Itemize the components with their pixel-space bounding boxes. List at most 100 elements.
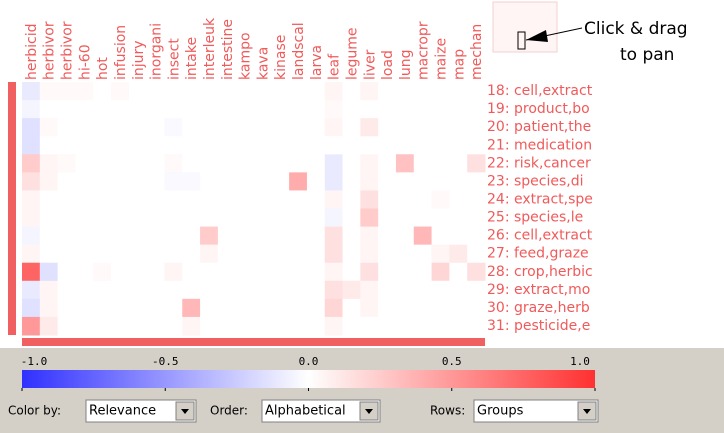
heatmap-cell[interactable]: [271, 316, 290, 336]
heatmap-cell[interactable]: [164, 82, 183, 101]
heatmap-cell[interactable]: [449, 100, 468, 119]
heatmap-cell[interactable]: [93, 244, 112, 264]
heatmap-cell[interactable]: [39, 208, 59, 228]
heatmap-cell[interactable]: [378, 154, 397, 173]
heatmap-cell[interactable]: [200, 100, 219, 119]
heatmap-cell[interactable]: [449, 82, 468, 101]
heatmap-cell[interactable]: [431, 208, 450, 228]
heatmap-cell[interactable]: [306, 154, 326, 173]
heatmap-cell[interactable]: [235, 280, 254, 300]
heatmap-cell[interactable]: [449, 190, 468, 209]
heatmap-cell[interactable]: [360, 280, 379, 300]
heatmap-cell[interactable]: [289, 82, 308, 101]
row-label[interactable]: 19: product,bo: [487, 101, 590, 117]
heatmap-cell[interactable]: [395, 316, 415, 336]
heatmap-cell[interactable]: [235, 190, 254, 209]
heatmap-cell[interactable]: [57, 262, 76, 282]
column-label[interactable]: kampo: [238, 32, 254, 80]
heatmap-cell[interactable]: [431, 244, 450, 264]
heatmap-cell[interactable]: [431, 316, 450, 336]
heatmap-cell[interactable]: [467, 154, 486, 173]
heatmap-cell[interactable]: [39, 280, 59, 300]
column-label[interactable]: liver: [362, 49, 378, 80]
heatmap-cell[interactable]: [111, 208, 130, 228]
heatmap-cell[interactable]: [360, 262, 379, 282]
heatmap-cell[interactable]: [39, 190, 59, 209]
column-label[interactable]: herbivor: [42, 21, 58, 80]
heatmap-cell[interactable]: [413, 136, 433, 155]
heatmap-cell[interactable]: [164, 136, 183, 155]
heatmap-cell[interactable]: [235, 136, 254, 155]
heatmap-cell[interactable]: [449, 262, 468, 282]
heatmap-cell[interactable]: [22, 100, 41, 119]
heatmap-cell[interactable]: [395, 172, 415, 191]
heatmap-cell[interactable]: [324, 208, 344, 228]
heatmap-cell[interactable]: [467, 82, 486, 101]
heatmap-cell[interactable]: [93, 280, 112, 300]
heatmap-cell[interactable]: [395, 154, 415, 173]
heatmap-cell[interactable]: [467, 262, 486, 282]
heatmap-cell[interactable]: [360, 244, 379, 264]
select-box[interactable]: [85, 399, 197, 423]
heatmap-cell[interactable]: [413, 226, 433, 246]
heatmap-cell[interactable]: [39, 82, 59, 101]
heatmap-cell[interactable]: [128, 100, 148, 119]
heatmap-cell[interactable]: [111, 316, 130, 336]
heatmap-cell[interactable]: [128, 298, 148, 318]
heatmap-cell[interactable]: [22, 172, 41, 191]
heatmap-cell[interactable]: [39, 298, 59, 318]
heatmap-cell[interactable]: [431, 262, 450, 282]
heatmap-cell[interactable]: [111, 280, 130, 300]
heatmap-cell[interactable]: [378, 316, 397, 336]
heatmap-cell[interactable]: [449, 208, 468, 228]
row-label[interactable]: 30: graze,herb: [487, 300, 590, 316]
heatmap-cell[interactable]: [128, 82, 148, 101]
heatmap-cell[interactable]: [413, 100, 433, 119]
heatmap-cell[interactable]: [200, 154, 219, 173]
heatmap-cell[interactable]: [39, 100, 59, 119]
heatmap-cell[interactable]: [360, 82, 379, 101]
select-value[interactable]: Groups: [477, 404, 524, 419]
heatmap-cell[interactable]: [217, 208, 237, 228]
heatmap-cell[interactable]: [360, 118, 379, 137]
heatmap-cell[interactable]: [164, 316, 183, 336]
heatmap-cell[interactable]: [378, 280, 397, 300]
heatmap-cell[interactable]: [217, 244, 237, 264]
heatmap-cell[interactable]: [93, 226, 112, 246]
heatmap-cell[interactable]: [128, 136, 148, 155]
heatmap-cell[interactable]: [75, 154, 94, 173]
heatmap-cell[interactable]: [289, 190, 308, 209]
heatmap-cell[interactable]: [57, 226, 76, 246]
heatmap-cell[interactable]: [39, 244, 59, 264]
heatmap-cell[interactable]: [164, 154, 183, 173]
heatmap-cell[interactable]: [146, 172, 165, 191]
heatmap-cell[interactable]: [360, 226, 379, 246]
heatmap-cell[interactable]: [289, 280, 308, 300]
heatmap-cell[interactable]: [378, 244, 397, 264]
heatmap-cell[interactable]: [217, 316, 237, 336]
heatmap-cell[interactable]: [395, 244, 415, 264]
heatmap-cell[interactable]: [235, 172, 254, 191]
heatmap-cell[interactable]: [467, 298, 486, 318]
heatmap-cell[interactable]: [324, 154, 344, 173]
heatmap-cell[interactable]: [200, 118, 219, 137]
heatmap-cell[interactable]: [57, 172, 76, 191]
heatmap-cell[interactable]: [128, 244, 148, 264]
heatmap-cell[interactable]: [271, 226, 290, 246]
heatmap-cell[interactable]: [146, 244, 165, 264]
heatmap-cell[interactable]: [413, 208, 433, 228]
heatmap-cell[interactable]: [467, 280, 486, 300]
heatmap-cell[interactable]: [93, 298, 112, 318]
column-label[interactable]: leaf: [327, 53, 343, 80]
heatmap-cell[interactable]: [431, 298, 450, 318]
heatmap-cell[interactable]: [306, 226, 326, 246]
heatmap-cell[interactable]: [146, 298, 165, 318]
heatmap-cell[interactable]: [324, 82, 344, 101]
heatmap-cell[interactable]: [253, 244, 272, 264]
heatmap-cell[interactable]: [289, 316, 308, 336]
heatmap-cell[interactable]: [128, 172, 148, 191]
heatmap-cell[interactable]: [217, 226, 237, 246]
heatmap-cell[interactable]: [93, 316, 112, 336]
heatmap-cell[interactable]: [271, 172, 290, 191]
heatmap-cell[interactable]: [57, 136, 76, 155]
